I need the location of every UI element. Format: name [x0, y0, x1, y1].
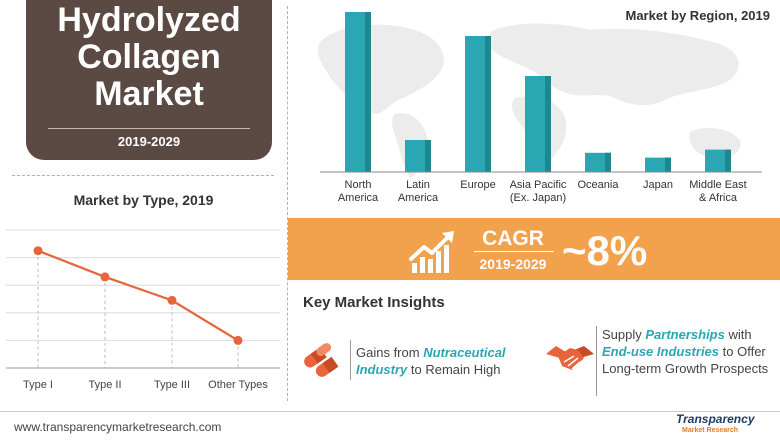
x-tick-line: Asia Pacific — [510, 179, 567, 191]
cagr-years: 2019-2029 — [479, 256, 547, 272]
logo-sub-text: Market Research — [682, 427, 739, 434]
x-tick-label: Type I — [23, 379, 53, 391]
x-tick-label: Asia Pacific (Ex. Japan) — [510, 179, 567, 204]
bar — [645, 157, 671, 172]
vertical-divider — [287, 6, 288, 401]
x-tick-line: Oceania — [578, 179, 620, 191]
capsules-icon — [304, 343, 339, 377]
x-tick-label: Type III — [154, 379, 190, 391]
title-line-3: Market — [94, 75, 204, 113]
x-tick-label: North America — [338, 179, 379, 204]
data-point — [233, 335, 243, 345]
x-tick-line: America — [338, 192, 379, 204]
insight-text-1: Gains from Nutraceutical Industry to Rem… — [356, 344, 541, 378]
cagr-separator — [474, 251, 554, 252]
x-tick-label: Europe — [460, 179, 495, 191]
data-point — [100, 272, 110, 282]
logo-main-text: Transparency — [676, 412, 755, 426]
x-tick-line: Middle East — [689, 179, 746, 191]
insight-divider-1 — [350, 340, 351, 380]
insight-text-2: Supply Partnerships with End-use Industr… — [602, 326, 778, 377]
x-tick-label: Japan — [643, 179, 673, 191]
bar-shade — [605, 152, 611, 172]
bar — [585, 152, 611, 172]
growth-chart-icon — [409, 231, 454, 273]
insight-1-post: to Remain High — [407, 362, 501, 377]
x-tick-label: Oceania — [578, 179, 620, 191]
bar-shade — [665, 157, 671, 172]
x-tick-label: Other Types — [208, 379, 268, 391]
x-tick-label: Middle East & Africa — [689, 179, 746, 204]
insights-title: Key Market Insights — [303, 294, 445, 311]
x-tick-label: Latin America — [398, 179, 439, 204]
bar-shade — [425, 140, 431, 172]
cagr-label: CAGR — [482, 227, 544, 250]
horizontal-divider — [12, 175, 274, 176]
insight-2-highlight-2: End-use Industries — [602, 344, 720, 359]
bar-shade — [485, 36, 491, 172]
bar — [705, 149, 731, 172]
data-point — [167, 295, 177, 305]
x-tick-line: & Africa — [699, 192, 738, 204]
insight-2-pre: Supply — [602, 327, 646, 342]
x-tick-line: Latin — [406, 179, 430, 191]
x-tick-line: (Ex. Japan) — [510, 192, 566, 204]
insight-2-highlight: Partnerships — [645, 327, 725, 342]
bar-shade — [545, 76, 551, 172]
title-line-1: Hydrolyzed — [57, 1, 241, 39]
page-title: Hydrolyzed Collagen Market — [26, 2, 272, 113]
cagr-value: ~8% — [562, 227, 648, 274]
footer-url[interactable]: www.transparencymarketresearch.com — [14, 420, 222, 434]
x-tick-line: North — [345, 179, 372, 191]
x-tick-label: Type II — [88, 379, 121, 391]
bar-shade — [365, 12, 371, 172]
insight-2-post: to Offer Long-term Growth Prospects — [602, 344, 769, 376]
footer-divider — [0, 411, 780, 412]
type-chart-title: Market by Type, 2019 — [73, 192, 214, 208]
x-tick-line: Japan — [643, 179, 673, 191]
series-line — [37, 249, 239, 342]
cagr-banner — [288, 218, 780, 280]
title-years: 2019-2029 — [117, 134, 181, 149]
region-chart-title: Market by Region, 2019 — [625, 8, 771, 23]
insight-1-highlight: Nutraceutical Industry — [356, 345, 506, 377]
insight-2-mid: with — [724, 327, 752, 342]
type-line-chart: Type I Type II Type III Other Types — [6, 229, 280, 391]
insight-divider-2 — [596, 326, 597, 396]
bar-shade — [725, 149, 731, 172]
x-tick-line: Europe — [460, 179, 495, 191]
handshake-icon — [546, 346, 594, 370]
title-banner: Hydrolyzed Collagen Market 2019-2029 — [26, 0, 272, 160]
x-tick-line: America — [398, 192, 439, 204]
title-line-2: Collagen — [77, 38, 221, 76]
title-divider — [48, 128, 250, 129]
insight-1-pre: Gains from — [356, 345, 424, 360]
company-logo: Transparency Market Research — [676, 412, 776, 438]
data-point — [33, 246, 43, 256]
